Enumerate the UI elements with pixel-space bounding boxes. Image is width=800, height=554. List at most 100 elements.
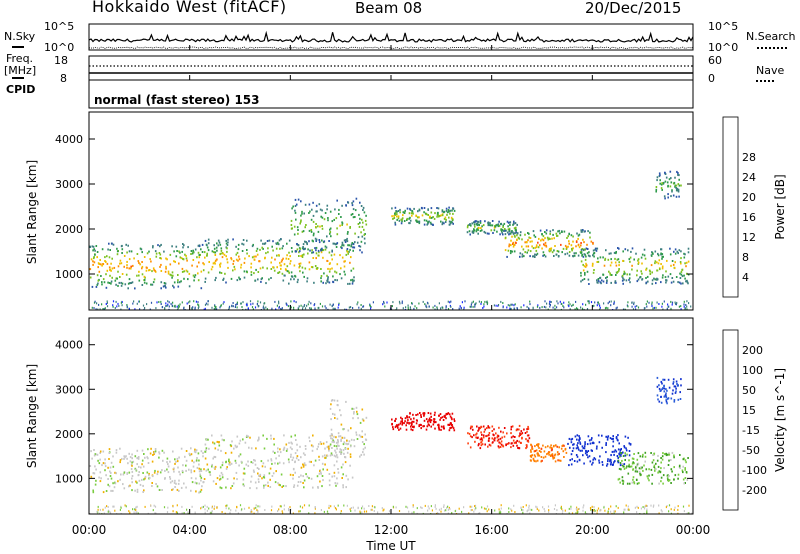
power-cell	[106, 305, 109, 308]
power-cell	[347, 252, 349, 255]
power-cell	[521, 255, 524, 258]
velocity-cell	[404, 417, 407, 420]
velocity-cell	[331, 475, 333, 478]
velocity-cell	[247, 435, 249, 438]
power-cell	[151, 270, 153, 273]
power-cell	[507, 221, 510, 224]
velocity-cell	[557, 459, 559, 462]
velocity-cell	[187, 511, 189, 514]
velocity-cell	[656, 394, 659, 397]
velocity-cell	[350, 507, 352, 509]
power-cell	[656, 301, 658, 304]
velocity-cell	[682, 478, 685, 481]
velocity-cell	[573, 443, 575, 446]
velocity-cell	[100, 477, 102, 480]
power-cell	[320, 251, 323, 254]
velocity-cell	[657, 454, 659, 457]
power-cell	[582, 269, 585, 272]
power-cell	[451, 221, 453, 224]
velocity-cell	[469, 435, 472, 438]
power-cell	[352, 307, 354, 309]
power-cell	[95, 285, 98, 288]
velocity-cell	[362, 451, 364, 454]
velocity-cell	[99, 452, 101, 454]
velocity-cell	[237, 512, 239, 514]
velocity-cell	[329, 454, 332, 457]
velocity-cell	[488, 508, 490, 511]
power-cell	[534, 253, 536, 256]
velocity-cell	[131, 481, 133, 484]
velocity-cell	[591, 449, 593, 452]
power-cell	[327, 219, 329, 222]
velocity-cell	[665, 399, 667, 402]
power-cell	[544, 244, 546, 247]
velocity-cell	[477, 429, 479, 432]
power-cell	[664, 171, 666, 174]
power-cell	[123, 255, 126, 257]
velocity-cell	[474, 505, 476, 508]
velocity-cell	[169, 476, 171, 478]
power-cell	[522, 248, 525, 251]
power-cell	[407, 308, 409, 310]
power-cell	[257, 278, 259, 281]
velocity-cell	[238, 442, 241, 445]
velocity-cell	[542, 456, 545, 459]
power-cell	[401, 302, 403, 305]
power-cell	[568, 242, 570, 245]
power-cell	[394, 212, 396, 215]
velocity-cell	[336, 447, 338, 450]
velocity-cell	[678, 464, 681, 467]
velocity-cell	[613, 453, 615, 456]
power-cell	[206, 254, 208, 257]
power-cell	[402, 214, 404, 217]
velocity-cell	[576, 434, 579, 437]
power-cell	[174, 260, 176, 263]
power-cell	[418, 209, 421, 212]
velocity-cell	[633, 481, 635, 484]
x-axis-label: Time UT	[365, 539, 416, 553]
power-cell	[123, 265, 125, 268]
power-cell	[198, 256, 201, 259]
power-cell	[610, 261, 613, 264]
velocity-ylabel: Slant Range [km]	[25, 364, 39, 468]
velocity-cell	[636, 458, 639, 461]
power-cell	[596, 279, 598, 282]
velocity-cell	[446, 506, 448, 509]
power-cell	[412, 212, 414, 215]
velocity-cell	[122, 483, 124, 486]
power-colorbar-tick-label: 24	[742, 171, 756, 184]
velocity-cell	[674, 391, 677, 394]
power-cell	[677, 190, 680, 193]
velocity-cell	[200, 470, 203, 472]
power-cell	[583, 253, 586, 256]
power-cell	[605, 306, 607, 309]
velocity-cell	[294, 434, 296, 437]
power-cell	[189, 300, 191, 303]
velocity-cell	[628, 465, 630, 468]
power-cell	[508, 243, 511, 246]
power-cell	[272, 240, 274, 243]
power-cell	[587, 230, 589, 233]
power-cell	[661, 257, 663, 260]
power-cell	[678, 174, 680, 177]
velocity-cell	[527, 434, 530, 437]
velocity-cell	[406, 416, 409, 419]
velocity-cell	[92, 472, 95, 475]
velocity-cell	[206, 505, 208, 508]
power-cell	[352, 280, 354, 283]
velocity-cell	[236, 445, 238, 448]
velocity-cell	[327, 512, 329, 514]
power-cell	[299, 265, 301, 268]
velocity-cell	[282, 512, 284, 514]
power-cell	[624, 248, 627, 251]
velocity-cell	[591, 505, 593, 508]
power-ytick-label: 1000	[55, 268, 83, 281]
power-cell	[418, 302, 420, 305]
velocity-cell	[191, 505, 193, 508]
power-cell	[329, 268, 331, 271]
power-cell	[556, 250, 559, 252]
power-cell	[678, 178, 680, 181]
power-cell	[321, 225, 323, 227]
velocity-cell	[185, 486, 187, 489]
